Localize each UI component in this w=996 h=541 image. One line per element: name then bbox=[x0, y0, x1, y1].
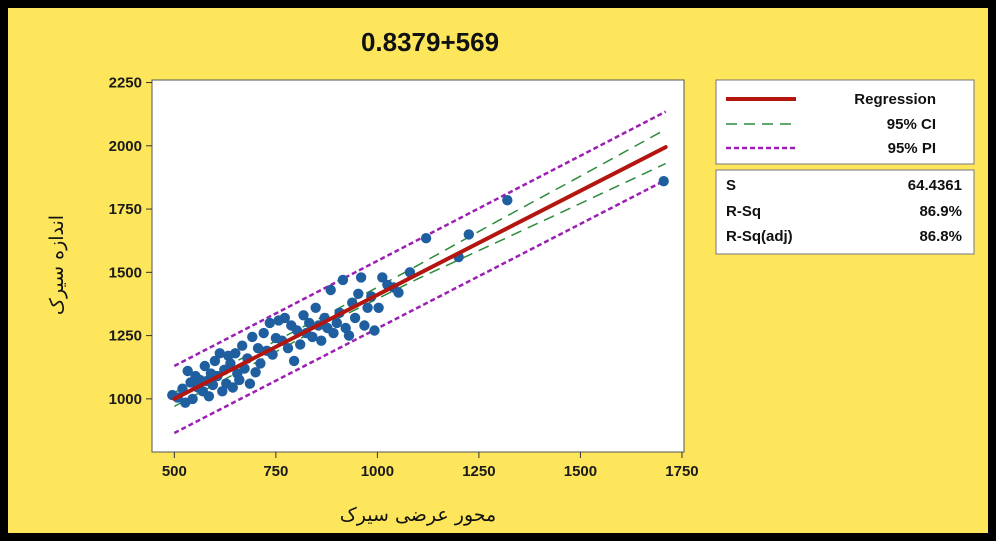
data-point-72 bbox=[369, 325, 380, 336]
data-point-18 bbox=[214, 348, 225, 359]
data-point-4 bbox=[182, 365, 193, 377]
y-tick-label-5: 2250 bbox=[109, 75, 142, 92]
data-point-64 bbox=[343, 330, 355, 341]
data-point-13 bbox=[203, 391, 215, 402]
x-tick-label-3: 1250 bbox=[462, 463, 495, 480]
legend-label-ci: 95% CI bbox=[887, 116, 936, 133]
x-tick-label-0: 500 bbox=[162, 463, 187, 480]
legend-box bbox=[715, 79, 975, 165]
data-point-35 bbox=[255, 358, 266, 369]
data-point-82 bbox=[502, 195, 513, 206]
x-axis: 500 750 1000 1250 1500 1750 bbox=[162, 452, 699, 480]
data-point-73 bbox=[373, 302, 384, 313]
data-point-38 bbox=[264, 317, 275, 329]
stat-label-rsq-adj: R-Sq(adj) bbox=[726, 228, 793, 245]
data-point-66 bbox=[349, 312, 361, 324]
stat-label-s: S bbox=[726, 177, 736, 194]
data-point-52 bbox=[307, 331, 318, 343]
chart-title: 0.8379+569 bbox=[361, 27, 499, 57]
y-tick-label-2: 1500 bbox=[109, 264, 142, 281]
data-point-6 bbox=[187, 393, 198, 405]
data-point-16 bbox=[209, 355, 221, 367]
series-layer bbox=[167, 110, 669, 435]
data-point-79 bbox=[420, 233, 432, 244]
data-point-44 bbox=[282, 343, 294, 354]
data-point-43 bbox=[279, 312, 290, 324]
data-point-69 bbox=[359, 320, 370, 331]
legend: Regression 95% CI 95% PI bbox=[715, 79, 975, 165]
data-point-33 bbox=[250, 367, 261, 378]
data-point-46 bbox=[288, 355, 300, 367]
legend-label-pi: 95% PI bbox=[888, 140, 936, 157]
x-tick-label-2: 1000 bbox=[361, 463, 394, 480]
data-point-55 bbox=[316, 335, 327, 346]
data-point-53 bbox=[310, 302, 321, 313]
data-point-24 bbox=[227, 382, 238, 393]
data-point-81 bbox=[463, 229, 474, 240]
data-point-58 bbox=[325, 284, 336, 296]
stat-value-rsq-adj: 86.8% bbox=[919, 228, 962, 245]
stat-value-rsq: 86.9% bbox=[919, 203, 962, 220]
data-point-68 bbox=[355, 272, 367, 283]
series-2-lower-line bbox=[173, 178, 667, 435]
data-point-36 bbox=[258, 327, 269, 339]
data-point-70 bbox=[362, 302, 373, 313]
legend-label-regression: Regression bbox=[854, 91, 936, 108]
data-point-32 bbox=[247, 331, 258, 343]
data-point-62 bbox=[337, 274, 349, 286]
y-tick-label-3: 1750 bbox=[109, 201, 142, 218]
series-2-upper-line bbox=[173, 110, 667, 368]
data-point-49 bbox=[298, 310, 309, 321]
x-axis-label: محور عرضی سیرک bbox=[340, 504, 496, 526]
data-point-11 bbox=[199, 360, 210, 372]
stat-label-rsq: R-Sq bbox=[726, 203, 761, 220]
stats-box: S 64.4361 R-Sq 86.9% R-Sq(adj) 86.8% bbox=[715, 169, 975, 255]
data-point-25 bbox=[230, 348, 241, 359]
data-point-67 bbox=[353, 288, 364, 299]
x-tick-label-1: 750 bbox=[263, 463, 288, 480]
data-point-27 bbox=[234, 374, 245, 386]
y-tick-label-4: 2000 bbox=[109, 138, 142, 155]
regression-line bbox=[172, 145, 668, 401]
stat-value-s: 64.4361 bbox=[908, 177, 962, 194]
y-tick-label-1: 1250 bbox=[109, 328, 142, 345]
x-tick-label-5: 1750 bbox=[665, 463, 698, 480]
data-point-51 bbox=[304, 317, 315, 329]
data-point-31 bbox=[244, 378, 256, 389]
y-tick-label-0: 1000 bbox=[109, 391, 142, 408]
data-point-59 bbox=[328, 327, 339, 339]
data-point-23 bbox=[225, 358, 236, 369]
data-point-77 bbox=[393, 287, 404, 298]
y-axis-label: اندازه سیرک bbox=[46, 215, 68, 315]
data-point-34 bbox=[252, 343, 264, 354]
data-point-28 bbox=[237, 340, 248, 351]
data-point-48 bbox=[295, 339, 306, 350]
data-point-83 bbox=[658, 176, 669, 187]
data-point-74 bbox=[377, 272, 388, 283]
y-axis: 1000 1250 1500 1750 2000 2250 bbox=[109, 75, 152, 408]
x-tick-label-4: 1500 bbox=[564, 463, 597, 480]
stats-box-frame bbox=[715, 169, 975, 255]
data-point-60 bbox=[331, 317, 342, 329]
